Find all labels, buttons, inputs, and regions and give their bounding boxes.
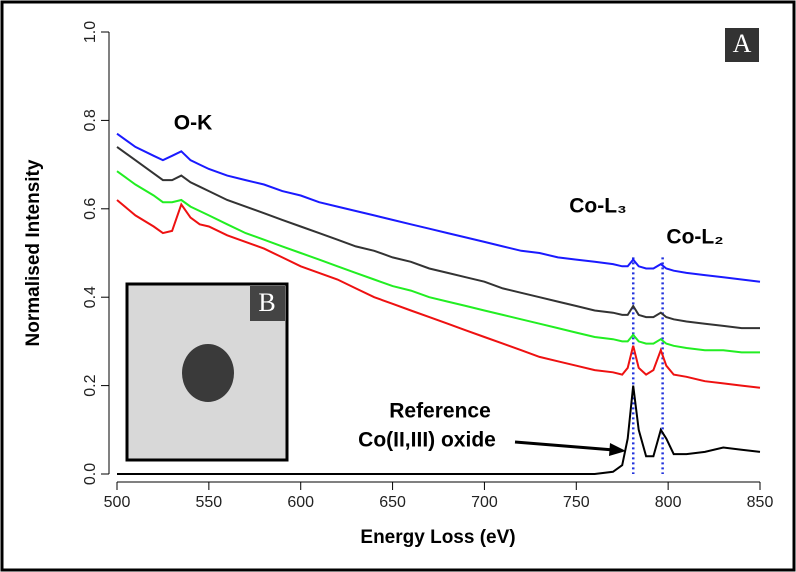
inset: B — [125, 282, 289, 462]
x-tick-label: 500 — [104, 494, 131, 511]
annotation: O-K — [174, 112, 213, 135]
series-line — [116, 170, 760, 354]
annotation: Co(II,III) oxide — [358, 429, 496, 452]
y-tick-label: 0.8 — [82, 109, 99, 131]
inset-label: B — [258, 288, 275, 317]
series-line — [117, 385, 761, 475]
annotation: Co-L₂ — [666, 226, 723, 249]
inset-label-box — [250, 286, 285, 321]
y-tick-label: 0.2 — [82, 374, 99, 396]
x-tick-label: 750 — [563, 494, 590, 511]
series-line — [116, 146, 760, 330]
x-tick-label: 550 — [196, 494, 223, 511]
x-tick-label: 800 — [655, 494, 682, 511]
y-tick-label: 0.0 — [82, 463, 99, 485]
arrow-shaft — [514, 440, 615, 452]
x-tick-label: 600 — [287, 494, 314, 511]
series-line — [116, 132, 761, 283]
x-tick-label: 650 — [379, 494, 406, 511]
panel-label-box — [725, 28, 759, 62]
particle — [182, 344, 234, 402]
x-tick-label: 850 — [747, 494, 774, 511]
y-tick-label: 1.0 — [82, 21, 99, 43]
annotation: Co-L₃ — [569, 195, 627, 218]
annotation: Reference — [389, 400, 491, 423]
y-axis-label: Normalised Intensity — [23, 159, 44, 346]
y-tick-label: 0.6 — [82, 198, 99, 220]
series-line — [116, 199, 761, 389]
y-tick-label: 0.4 — [82, 286, 99, 308]
x-axis-label: Energy Loss (eV) — [360, 527, 515, 548]
arrow-head — [609, 443, 626, 456]
panel-label: A — [733, 29, 752, 58]
x-tick-label: 700 — [471, 494, 498, 511]
